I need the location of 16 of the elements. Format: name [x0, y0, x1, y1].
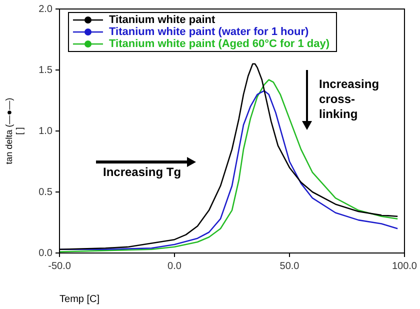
- y-tick-label: 0.0: [38, 248, 53, 259]
- legend-label: Titanium white paint (Aged 60°C for 1 day): [109, 38, 330, 50]
- y-tick-label: 1.5: [38, 64, 53, 76]
- annotation: Increasing Tg: [103, 165, 182, 179]
- y-tick-label: 0.5: [38, 186, 53, 198]
- x-tick-label: 0.0: [168, 260, 182, 272]
- y-tick-label: 1.0: [38, 126, 53, 137]
- legend-label: Titanium white paint: [109, 14, 216, 26]
- annotation: Increasing cross- linking: [319, 77, 380, 121]
- x-tick-label: 50.0: [280, 260, 300, 272]
- legend-label: Titanium white paint (water for 1 hour): [109, 26, 309, 38]
- y-tick-label: 2.0: [38, 4, 53, 15]
- x-tick-label: -50.0: [48, 260, 72, 272]
- x-tick-label: 100.0: [392, 260, 418, 272]
- x-axis-title: Temp [C]: [60, 294, 100, 305]
- y-axis-title: tan delta (—●—) [ ]: [4, 98, 25, 164]
